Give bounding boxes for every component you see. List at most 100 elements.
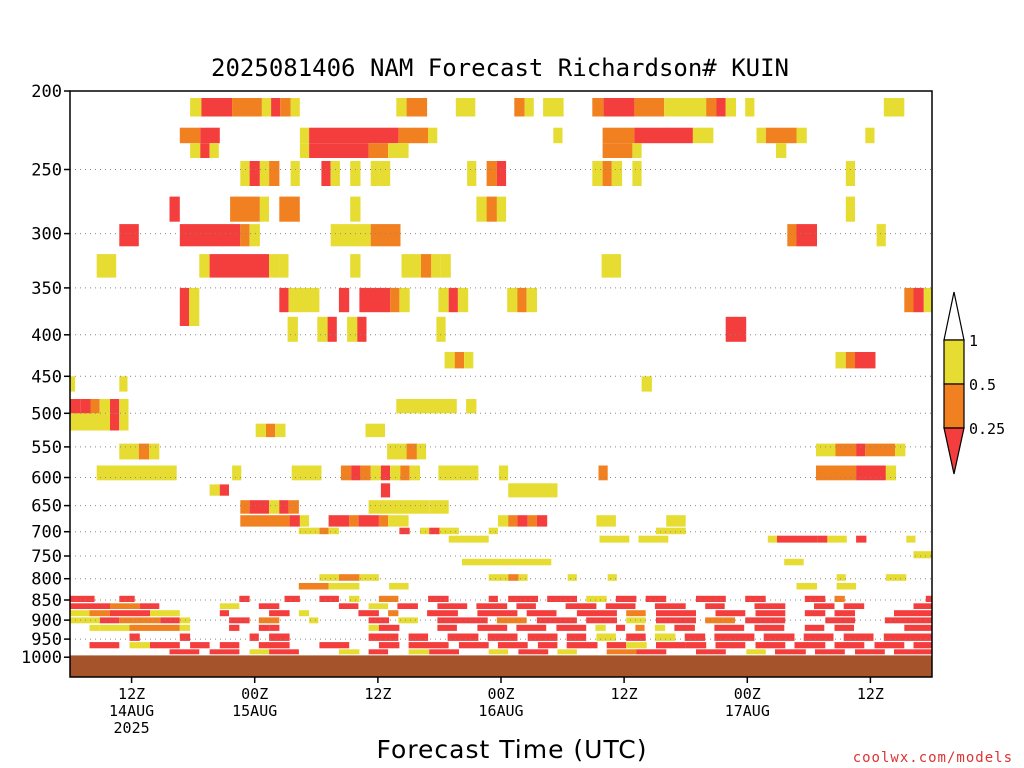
ri-cell (796, 224, 817, 247)
ri-cell (309, 143, 369, 158)
ri-cell (437, 624, 457, 631)
ri-cell (725, 316, 747, 342)
ri-cell (656, 617, 696, 624)
ri-cell (269, 500, 280, 514)
ri-cell (89, 610, 110, 617)
ri-cell (804, 624, 825, 631)
ri-cell (258, 642, 290, 649)
ri-cell (368, 633, 399, 641)
ri-cell (89, 624, 100, 631)
ri-cell (804, 595, 826, 602)
ri-cell (526, 610, 557, 617)
ri-cell (317, 316, 328, 342)
ri-cell (537, 642, 558, 649)
ri-cell (328, 527, 339, 535)
ri-cell (876, 224, 886, 247)
ri-cell (129, 624, 180, 631)
ri-cell (360, 465, 371, 481)
ri-cell (338, 603, 359, 609)
ri-cell (190, 642, 210, 649)
ri-cell (249, 633, 259, 641)
ri-cell (904, 287, 914, 313)
credit-link[interactable]: coolwx.com/models (853, 750, 1013, 766)
ri-cell (179, 127, 201, 144)
ri-cell (565, 603, 597, 609)
ri-cell (716, 98, 726, 117)
ri-cell (401, 254, 421, 278)
ri-cell (477, 624, 508, 631)
ri-cell (284, 595, 300, 602)
ri-cell (321, 161, 331, 186)
ri-cell (674, 624, 695, 631)
ri-cell (169, 649, 200, 655)
color-legend: 0.25 0.5 1 (943, 291, 1005, 475)
ri-cell (209, 143, 219, 158)
ri-cell (437, 603, 468, 609)
ri-cell (496, 196, 507, 222)
y-tick-label: 900 (31, 611, 62, 631)
ri-cell (784, 558, 804, 566)
ri-cell (547, 595, 577, 602)
ri-cell (527, 515, 537, 527)
ri-cell (508, 595, 538, 602)
legend-level-label: 1 (969, 332, 978, 350)
ri-cell (80, 399, 91, 414)
ri-cell (70, 595, 95, 602)
ri-cell (429, 527, 440, 535)
ri-cell (685, 642, 707, 649)
ri-cell (775, 649, 806, 655)
ri-cell (119, 224, 139, 247)
ri-cell (240, 224, 250, 247)
ri-cell (119, 595, 135, 602)
ri-cell (328, 515, 350, 527)
ri-cell (777, 535, 817, 543)
ri-cell (438, 465, 479, 481)
ri-cell (856, 535, 867, 543)
ri-cell (70, 399, 81, 414)
ri-cell (803, 633, 834, 641)
ri-cell (715, 610, 746, 617)
ri-cell (240, 500, 250, 514)
y-tick-label: 950 (31, 630, 62, 650)
ri-cell (269, 610, 290, 617)
ri-cell (635, 624, 645, 631)
ri-cell (634, 98, 665, 117)
ri-cell (419, 527, 430, 535)
ri-cell (350, 196, 361, 222)
ri-cell (836, 574, 846, 581)
ri-cell (287, 316, 298, 342)
ri-cell (431, 254, 441, 278)
ri-cell (654, 603, 686, 609)
ri-cell (664, 98, 707, 117)
ri-cell (855, 352, 876, 369)
ri-cell (319, 574, 339, 581)
ri-cell (110, 399, 120, 414)
ri-cell (464, 352, 474, 369)
x-tick-label: 12Z (364, 685, 391, 703)
y-tick-label: 350 (31, 279, 62, 299)
ri-cell (249, 649, 270, 655)
ri-cell (266, 423, 276, 438)
ri-cell (638, 535, 669, 543)
ri-cell (368, 603, 389, 609)
ri-cell (288, 287, 320, 313)
ri-cell (626, 610, 646, 617)
ri-cell (370, 465, 381, 481)
ri-cell (845, 161, 855, 186)
ri-cell (885, 574, 907, 581)
ri-cell (96, 254, 117, 278)
ri-cell (249, 500, 270, 514)
ri-cell (399, 527, 410, 535)
ri-cell (487, 633, 518, 641)
ri-cell (636, 649, 667, 655)
ri-cell (279, 196, 300, 222)
ri-cell (327, 316, 337, 342)
y-tick-label: 850 (31, 591, 62, 611)
ri-cell (455, 98, 476, 117)
ri-cell (259, 161, 269, 186)
ri-cell (406, 443, 417, 460)
ri-cell (439, 527, 459, 535)
ri-cell (457, 287, 469, 313)
y-tick-label: 200 (31, 82, 62, 102)
ri-cell (543, 98, 564, 117)
